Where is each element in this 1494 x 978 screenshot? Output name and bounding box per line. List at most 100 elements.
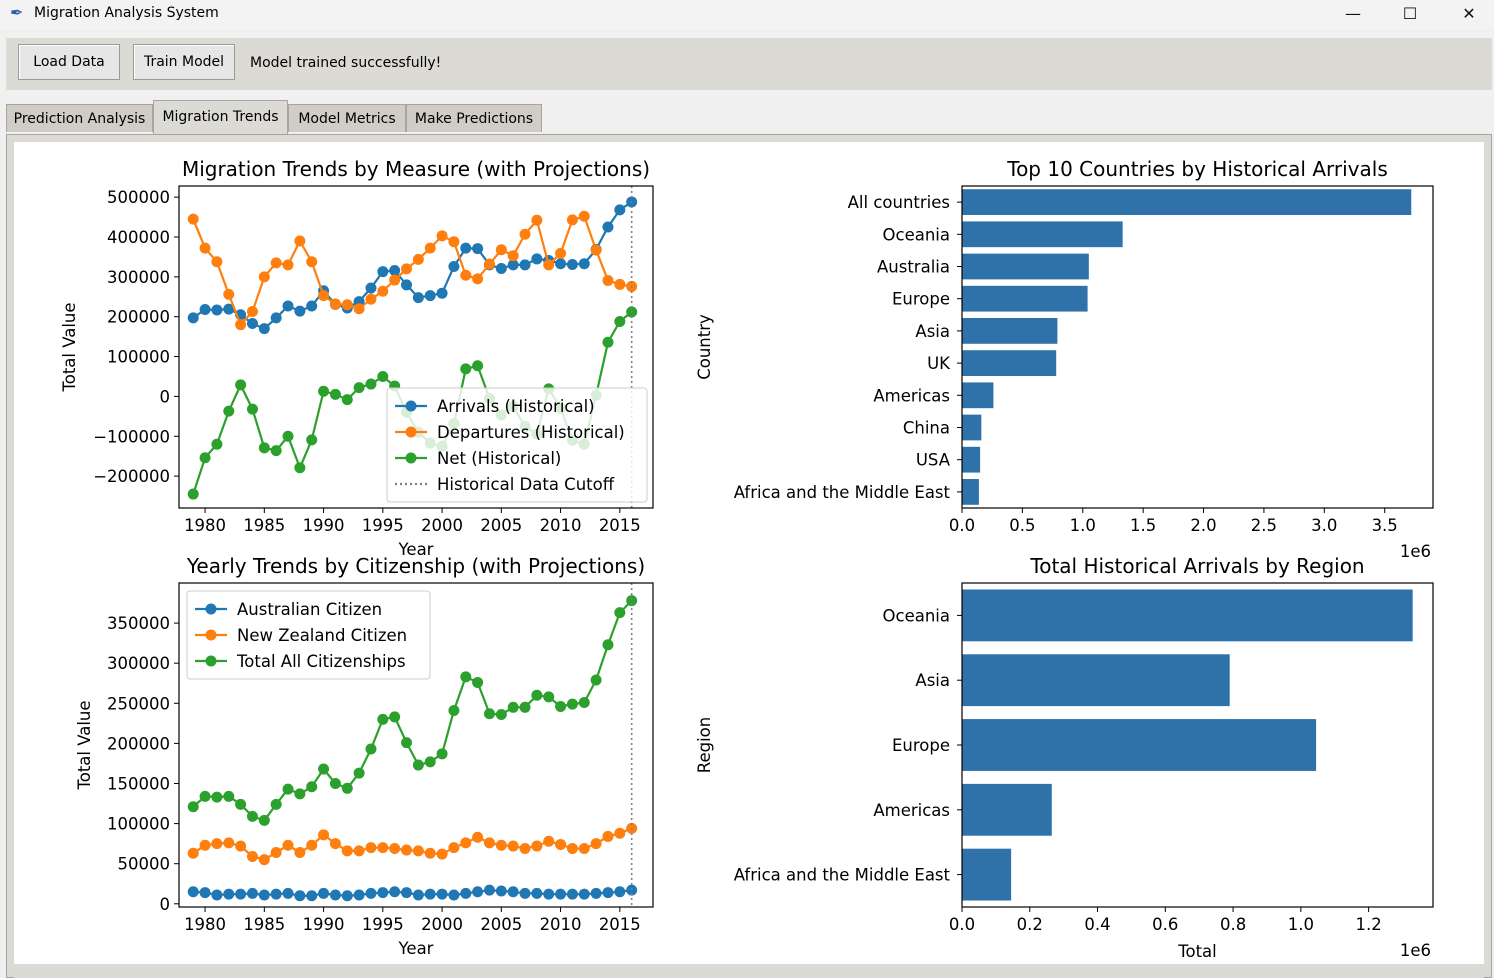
data-point [507, 701, 519, 713]
data-point [555, 838, 567, 850]
x-axis-label: Total [1177, 942, 1217, 961]
data-point [543, 691, 555, 703]
legend-label: New Zealand Citizen [237, 626, 407, 645]
category-label: UK [927, 354, 951, 373]
maximize-button[interactable]: ☐ [1402, 4, 1418, 23]
data-point [187, 213, 199, 225]
data-point [306, 434, 318, 446]
data-point [602, 221, 614, 233]
data-point [519, 701, 531, 713]
category-label: Africa and the Middle East [734, 866, 951, 885]
data-point [294, 788, 306, 800]
data-point [412, 253, 424, 265]
data-point [377, 842, 389, 854]
data-point [531, 887, 543, 899]
bar [962, 382, 994, 409]
data-point [578, 696, 590, 708]
data-point [187, 886, 199, 898]
category-label: Europe [892, 736, 950, 755]
tab-prediction-analysis[interactable]: Prediction Analysis [6, 104, 153, 132]
figure-svg: 1980 1985 1990 1995 2000 2005 2010 2015 −200000 −… [60, 157, 1434, 961]
data-point [401, 279, 413, 291]
y-tick-label: 500000 [107, 188, 170, 207]
close-button[interactable]: ✕ [1462, 4, 1476, 23]
data-point [306, 839, 318, 851]
data-point [507, 259, 519, 271]
feather-icon: ✒ [10, 3, 24, 22]
data-point [436, 848, 448, 860]
tab-model-metrics[interactable]: Model Metrics [288, 104, 406, 132]
data-point [602, 274, 614, 286]
data-point [353, 845, 365, 857]
bar-chart-1: All countries Oceania Australia Europe Asia U… [695, 157, 1434, 561]
y-tick-label: 0 [160, 895, 171, 914]
bar [962, 414, 982, 441]
data-point [389, 842, 401, 854]
data-point [294, 305, 306, 317]
data-point [472, 831, 484, 843]
data-point [282, 783, 294, 795]
tab-make-predictions[interactable]: Make Predictions [406, 104, 542, 132]
load-data-button[interactable]: Load Data [18, 44, 120, 80]
data-point [246, 887, 258, 899]
data-point [353, 382, 365, 394]
footer-strip [14, 966, 1484, 978]
data-point [223, 303, 235, 315]
data-point [424, 242, 436, 254]
data-point [460, 269, 472, 281]
legend: Australian Citizen New Zealand Citizen Tot… [186, 590, 431, 680]
category-label: Europe [892, 290, 950, 309]
data-point [282, 887, 294, 899]
bar [962, 350, 1057, 376]
category-label: Oceania [883, 225, 950, 244]
data-point [460, 887, 472, 899]
data-point [365, 887, 377, 899]
train-model-button[interactable]: Train Model [133, 44, 235, 80]
data-point [460, 242, 472, 254]
data-point [424, 888, 436, 900]
line-chart-0: 1980 1985 1990 1995 2000 2005 2010 2015 −200000 −… [60, 157, 654, 559]
y-tick-label: 200000 [107, 308, 170, 327]
data-point [389, 886, 401, 898]
legend: Arrivals (Historical) Departures (Histori… [386, 387, 648, 503]
y-tick-label: 150000 [107, 774, 170, 793]
data-point [590, 674, 602, 686]
legend-marker [405, 400, 417, 412]
chart-title: Total Historical Arrivals by Region [1029, 554, 1364, 578]
data-point [235, 798, 247, 810]
data-point [377, 713, 389, 725]
data-point [187, 488, 199, 500]
data-point [578, 842, 590, 854]
data-point [306, 300, 318, 312]
bar [962, 189, 1412, 215]
data-point [614, 607, 626, 619]
data-point [235, 379, 247, 391]
tab-migration-trends[interactable]: Migration Trends [153, 100, 288, 134]
data-point [401, 844, 413, 856]
data-point [448, 842, 460, 854]
legend-label: Arrivals (Historical) [437, 397, 595, 416]
bar [962, 446, 981, 473]
x-tick-label: 2.0 [1190, 516, 1216, 535]
y-axis-label: Total Value [75, 700, 94, 790]
data-point [187, 312, 199, 324]
data-point [495, 262, 507, 274]
y-axis-label: Region [695, 717, 714, 774]
x-tick-label: 3.5 [1372, 516, 1398, 535]
data-point [258, 814, 270, 826]
series-line [192, 214, 632, 327]
offset-label: 1e6 [1400, 542, 1431, 561]
data-point [424, 847, 436, 859]
data-point [495, 839, 507, 851]
x-tick-label: 2015 [599, 915, 641, 934]
data-point [211, 889, 223, 901]
minimize-button[interactable]: — [1345, 4, 1361, 23]
data-point [223, 790, 235, 802]
data-point [365, 293, 377, 305]
legend-frame [386, 387, 648, 503]
data-point [460, 671, 472, 683]
data-point [318, 887, 330, 899]
data-point [258, 271, 270, 283]
offset-label: 1e6 [1400, 941, 1431, 960]
x-tick-label: 0.0 [949, 516, 975, 535]
